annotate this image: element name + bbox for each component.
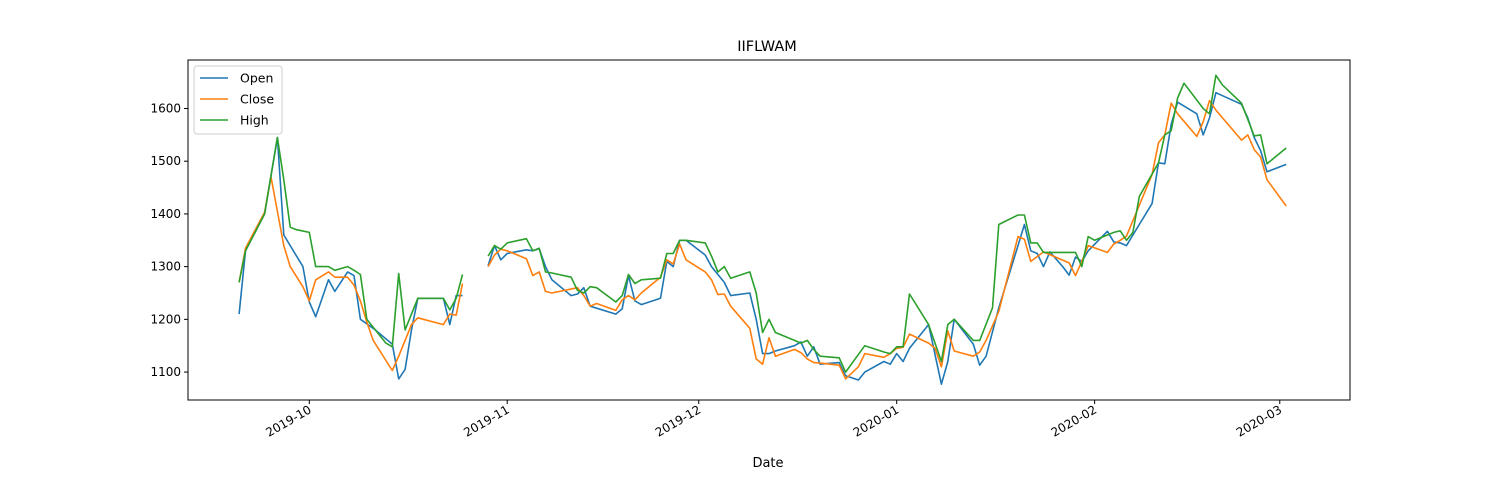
plot-frame (187, 59, 1351, 401)
y-tick-label: 1100 (150, 365, 181, 379)
series-layer (238, 74, 1287, 385)
y-tick-label: 1500 (150, 154, 181, 168)
y-tick-label: 1300 (150, 260, 181, 274)
legend-label-open: Open (240, 71, 273, 86)
legend-box (193, 65, 283, 135)
series-line-close (238, 99, 1287, 380)
y-tick-label: 1200 (150, 312, 181, 326)
chart-title: IIFLWAM (737, 39, 797, 55)
y-tick-label: 1400 (150, 207, 181, 221)
x-axis-label: Date (752, 456, 783, 471)
legend: Open Close High (193, 65, 283, 135)
legend-label-high: High (240, 113, 269, 128)
y-axis: 1100 1200 1300 1400 1500 1600 (150, 101, 188, 379)
series-line-high (238, 74, 1287, 373)
legend-label-close: Close (240, 92, 274, 107)
y-tick-label: 1600 (150, 101, 181, 115)
